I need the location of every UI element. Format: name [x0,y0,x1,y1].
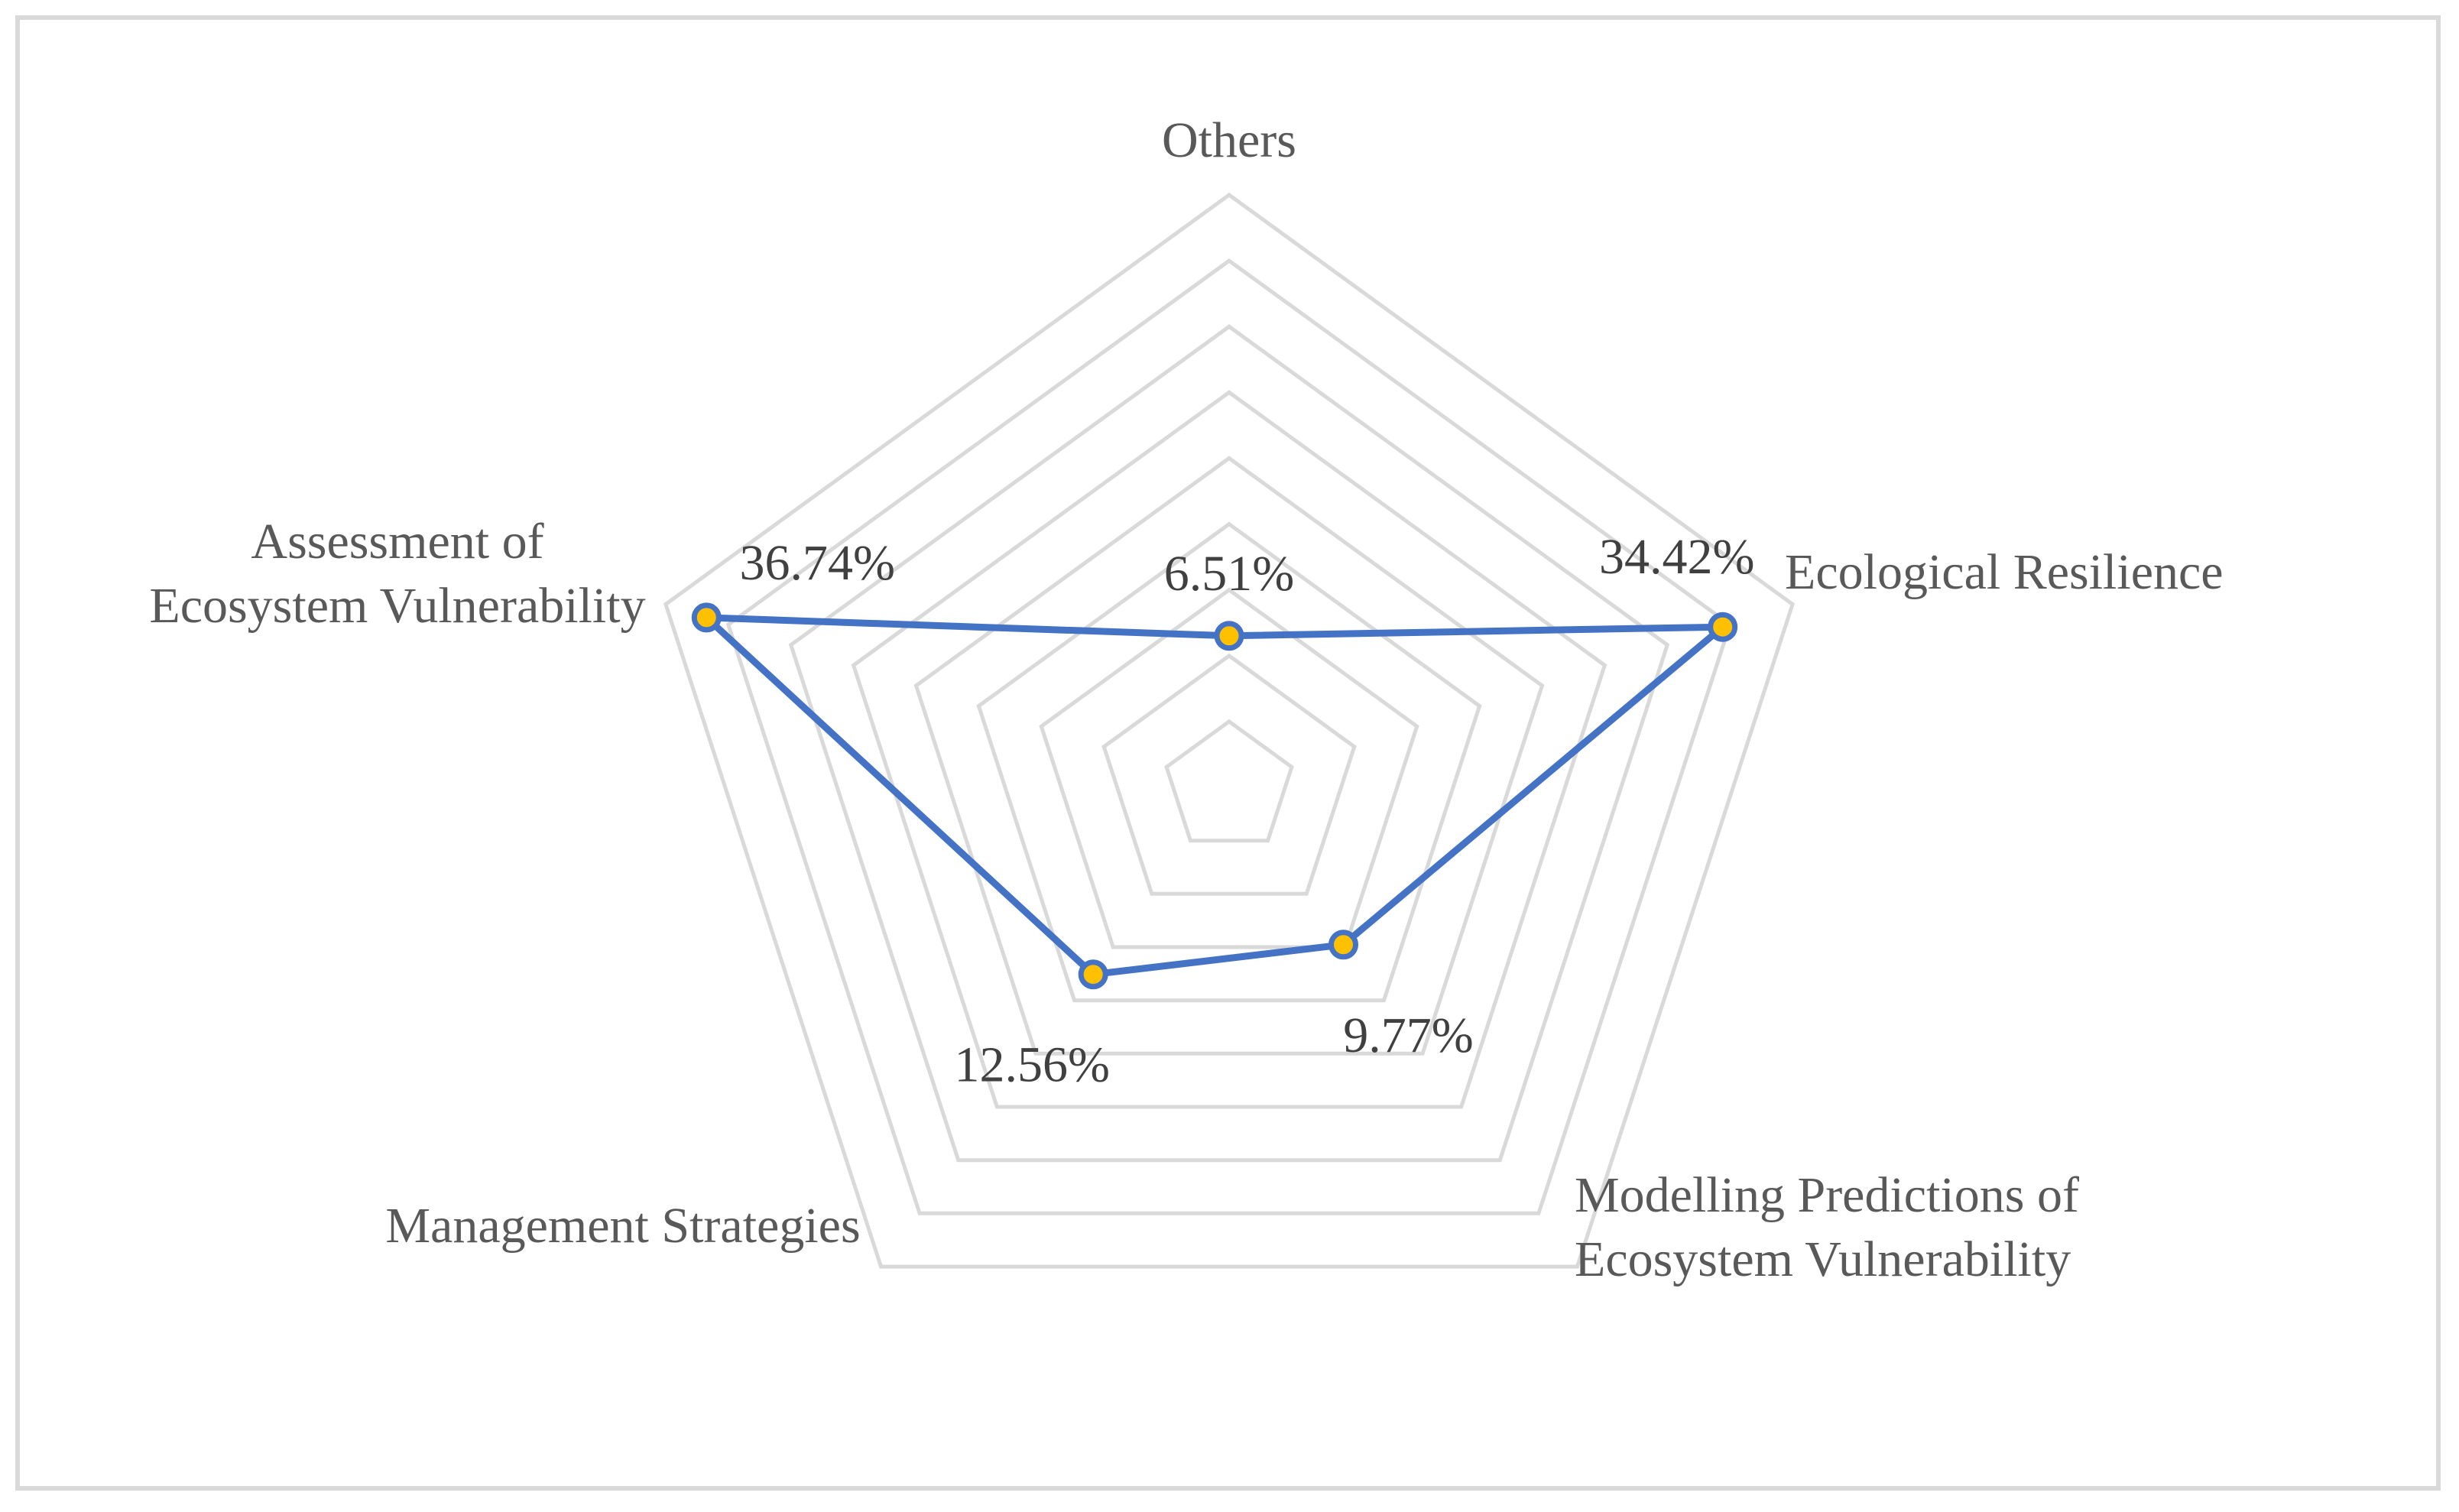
axis-label-line: Others [1162,112,1296,168]
axis-label-line: Ecosystem Vulnerability [1575,1231,2071,1287]
grid-ring-3 [1039,587,1419,949]
grid-ring-1 [1164,719,1294,843]
axis-label-2: Ecological Resilience [1785,544,2224,600]
radar-grid [663,192,1796,1269]
axis-label-1: Others [1162,112,1296,168]
grid-ring-8 [725,258,1733,1215]
grid-ring-6 [851,390,1607,1109]
axis-label-line: Assessment of [251,514,543,569]
data-point-4 [1078,959,1108,990]
data-point-3 [1328,930,1358,960]
grid-ring-5 [913,456,1545,1056]
series-line [702,614,1727,978]
axis-label-4: Management Strategies [385,1198,860,1254]
axis-label-line: Modelling Predictions of [1575,1167,2079,1223]
axis-label-line: Ecological Resilience [1785,544,2224,600]
data-label-4: 12.56% [954,1037,1109,1093]
data-point-1 [1214,621,1244,651]
radar-labels: Others Ecological Resilience Modelling Pre… [149,112,2223,1287]
data-label-2: 34.42% [1599,529,1754,585]
data-point-5 [691,602,722,633]
grid-ring-4 [976,521,1482,1003]
data-label-3: 9.77% [1343,1007,1473,1063]
axis-label-line: Management Strategies [385,1198,860,1254]
axis-label-3: Modelling Predictions of Ecosystem Vulner… [1575,1167,2079,1287]
grid-ring-2 [1101,653,1357,896]
data-point-2 [1708,612,1738,642]
grid-ring-9 [663,192,1796,1269]
data-label-5: 36.74% [740,535,895,591]
axis-label-line: Ecosystem Vulnerability [149,578,645,634]
radar-series [691,602,1738,990]
axis-label-5: Assessment of Ecosystem Vulnerability [149,514,645,634]
data-label-1: 6.51% [1164,546,1294,602]
grid-ring-7 [788,324,1670,1163]
